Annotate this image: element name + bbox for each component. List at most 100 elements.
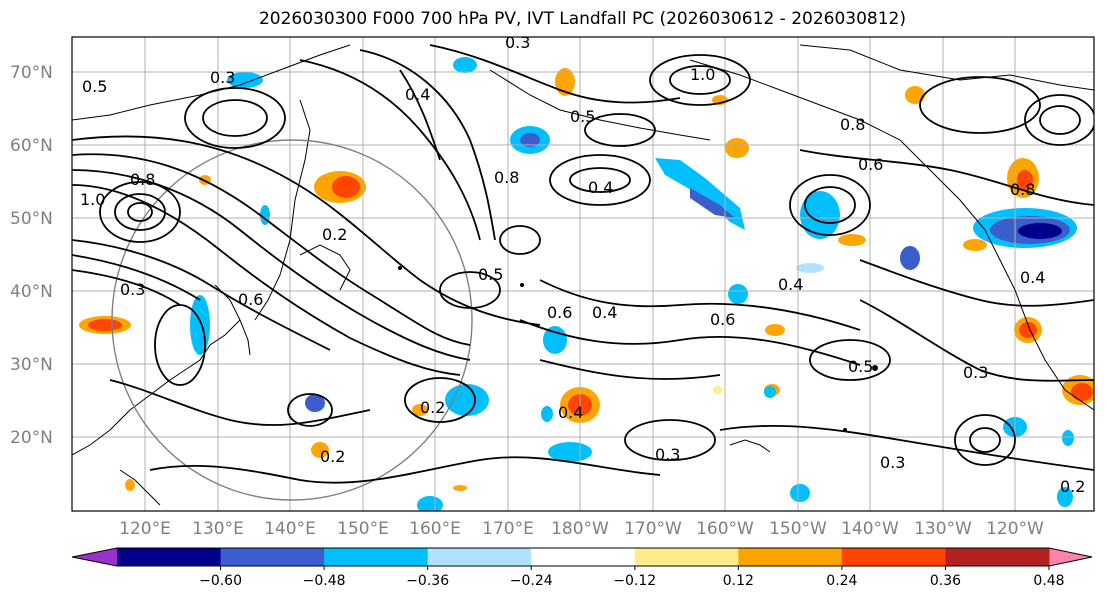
lon-label-140w: 140°W xyxy=(841,519,899,539)
negative-anomaly xyxy=(548,442,592,462)
contour-label: 1.0 xyxy=(80,190,105,209)
positive-anomaly xyxy=(838,234,866,246)
colorbar-tick-label: 0.12 xyxy=(723,573,754,589)
negative-anomaly xyxy=(417,496,443,511)
lon-label-170w: 170°W xyxy=(624,519,682,539)
colorbar-tick-label: 0.24 xyxy=(826,573,857,589)
contour-label: 0.3 xyxy=(880,453,905,472)
positive-anomaly xyxy=(332,176,360,198)
contour-label: 0.8 xyxy=(494,168,519,187)
islands xyxy=(398,266,878,432)
contour-label: 0.4 xyxy=(588,178,613,197)
positive-anomaly xyxy=(765,324,785,336)
latitude-labels: 70°N 60°N 50°N 40°N 30°N 20°N xyxy=(10,63,53,448)
colorbar-tick-label: −0.12 xyxy=(613,573,656,589)
contour-label: 0.5 xyxy=(570,107,595,126)
positive-anomaly xyxy=(1017,170,1033,190)
negative-anomaly xyxy=(1062,430,1074,446)
lat-label-40n: 40°N xyxy=(10,282,53,302)
contour-label: 0.4 xyxy=(1020,268,1045,287)
colorbar-tick-label: 0.48 xyxy=(1033,573,1064,589)
colorbar: −0.60 −0.48 −0.36 −0.24 −0.12 0.12 0.24 0.36 0.4… xyxy=(71,547,1093,589)
negative-anomaly xyxy=(453,57,477,73)
contour-label: 0.5 xyxy=(478,265,503,284)
lon-label-160e: 160°E xyxy=(409,519,461,539)
contour-label: 0.3 xyxy=(210,68,235,87)
positive-anomaly xyxy=(713,386,723,394)
colorbar-segment xyxy=(945,548,1050,566)
shaded-anomalies xyxy=(79,57,1094,511)
colorbar-tick-label: 0.36 xyxy=(930,573,961,589)
lon-label-120w: 120°W xyxy=(986,519,1044,539)
contour-label: 0.2 xyxy=(322,225,347,244)
lon-label-120e: 120°E xyxy=(119,519,171,539)
lon-label-170e: 170°E xyxy=(482,519,534,539)
colorbar-segment xyxy=(531,548,636,566)
positive-anomaly xyxy=(412,404,428,416)
colorbar-segment xyxy=(738,548,843,566)
negative-anomaly xyxy=(764,386,776,398)
lon-label-150e: 150°E xyxy=(337,519,389,539)
map-title: 2026030300 F000 700 hPa PV, IVT Landfall… xyxy=(258,9,906,29)
lat-label-50n: 50°N xyxy=(10,209,53,229)
positive-anomaly xyxy=(905,86,925,104)
positive-anomaly xyxy=(125,479,135,491)
positive-anomaly xyxy=(725,138,749,158)
contour-label: 0.5 xyxy=(82,77,107,96)
negative-anomaly xyxy=(541,406,553,422)
range-circle xyxy=(111,139,473,501)
lon-label-160w: 160°W xyxy=(696,519,754,539)
colorbar-outline xyxy=(71,547,1093,567)
contour-label: 0.6 xyxy=(547,303,572,322)
colorbar-segment xyxy=(324,548,429,566)
colorbar-segment xyxy=(634,548,739,566)
lon-label-150w: 150°W xyxy=(769,519,827,539)
positive-anomaly xyxy=(1071,383,1093,401)
contour-label: 0.8 xyxy=(130,170,155,189)
negative-anomaly xyxy=(728,284,748,304)
colorbar-segment xyxy=(841,548,946,566)
colorbar-segment xyxy=(117,548,222,566)
colorbar-tick-label: −0.60 xyxy=(199,573,242,589)
colorbar-tick-label: −0.48 xyxy=(303,573,346,589)
grid-lines xyxy=(72,37,1094,511)
positive-anomaly xyxy=(555,68,575,96)
map-frame xyxy=(71,36,1095,512)
negative-anomaly xyxy=(690,188,735,218)
colorbar-tick-label: −0.24 xyxy=(510,573,553,589)
negative-anomaly xyxy=(796,263,824,273)
contour-label: 0.4 xyxy=(592,303,617,322)
contour-label: 0.3 xyxy=(505,33,530,52)
positive-anomaly xyxy=(453,485,467,491)
colorbar-segment xyxy=(427,548,532,566)
contour-label: 0.3 xyxy=(963,363,988,382)
contour-label: 0.4 xyxy=(558,403,583,422)
negative-anomaly xyxy=(800,191,840,239)
colorbar-segment xyxy=(220,548,325,566)
contour-label: 0.3 xyxy=(655,445,680,464)
negative-anomaly xyxy=(190,295,210,355)
negative-anomaly xyxy=(520,133,540,147)
contour-label: 0.4 xyxy=(778,275,803,294)
pv-contours xyxy=(72,44,1094,484)
lon-label-180w: 180°W xyxy=(551,519,609,539)
negative-anomaly xyxy=(445,384,489,416)
positive-anomaly xyxy=(311,442,329,458)
contour-label: 0.6 xyxy=(858,155,883,174)
contour-label: 0.2 xyxy=(1060,477,1085,496)
contour-label: 1.0 xyxy=(690,65,715,84)
negative-anomaly xyxy=(227,72,263,88)
positive-anomaly xyxy=(963,239,987,251)
contour-label: 0.5 xyxy=(848,357,873,376)
lon-label-140e: 140°E xyxy=(264,519,316,539)
negative-anomaly xyxy=(790,484,810,502)
contour-label: 0.8 xyxy=(840,115,865,134)
negative-anomaly xyxy=(1057,487,1073,507)
lat-label-70n: 70°N xyxy=(10,63,53,83)
colorbar-extend-low xyxy=(72,548,117,566)
contour-label: 0.4 xyxy=(405,85,430,104)
lon-label-130w: 130°W xyxy=(914,519,972,539)
lat-label-60n: 60°N xyxy=(10,136,53,156)
contour-label: 0.2 xyxy=(420,398,445,417)
